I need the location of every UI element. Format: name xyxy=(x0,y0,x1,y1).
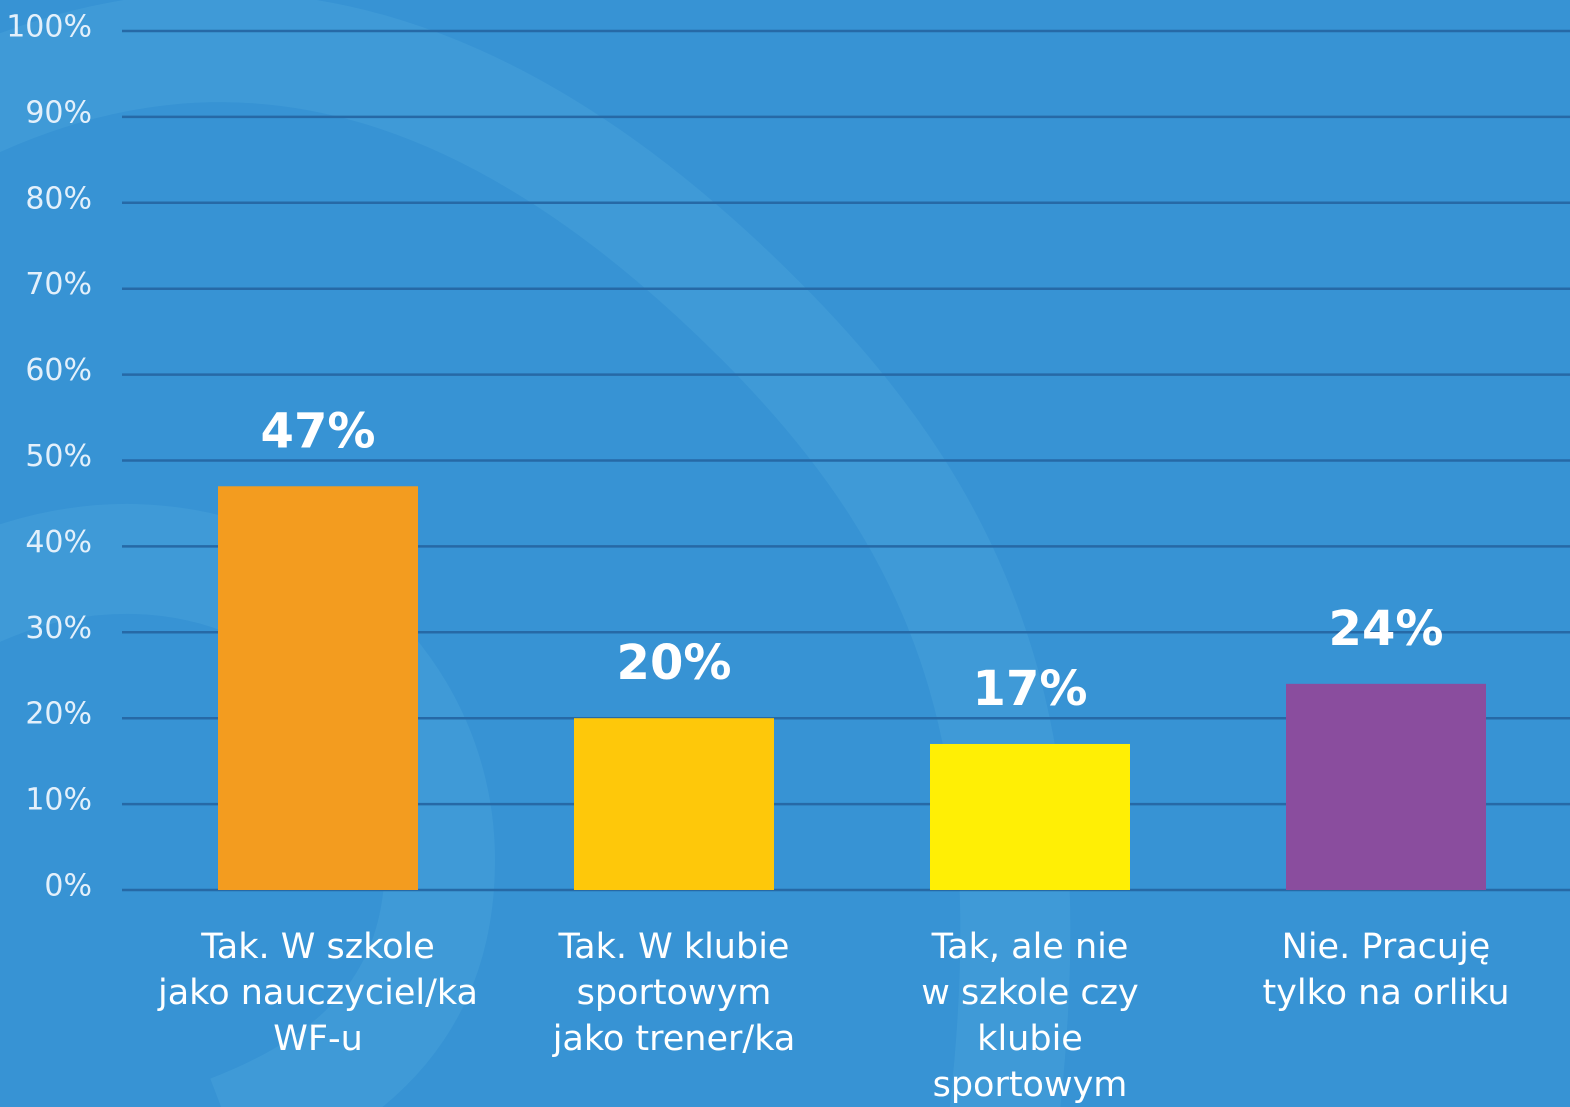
bar xyxy=(930,743,1130,890)
decor-arc xyxy=(0,504,496,1107)
y-tick-label: 50% xyxy=(25,439,92,474)
y-tick-label: 70% xyxy=(25,267,92,302)
y-tick-label: 40% xyxy=(25,525,92,560)
value-label: 24% xyxy=(1329,601,1444,657)
y-tick-label: 90% xyxy=(25,95,92,130)
y-tick-label: 10% xyxy=(25,783,92,818)
bar xyxy=(1286,683,1486,890)
bar xyxy=(574,718,774,890)
x-tick-label: Tak, ale nie w szkole czy klubie sportow… xyxy=(921,927,1139,1105)
y-tick-label: 80% xyxy=(25,181,92,216)
y-tick-label: 20% xyxy=(25,697,92,732)
y-tick-label: 0% xyxy=(44,869,92,904)
x-tick-label: Nie. Pracuję tylko na orliku xyxy=(1262,927,1510,1013)
y-tick-label: 100% xyxy=(6,10,92,45)
y-tick-label: 30% xyxy=(25,611,92,646)
bar xyxy=(218,486,418,890)
value-label: 47% xyxy=(261,403,376,459)
value-label: 17% xyxy=(973,661,1088,717)
value-label: 20% xyxy=(617,635,732,691)
x-tick-label: Tak. W klubie sportowym jako trener/ka xyxy=(552,927,796,1059)
y-tick-label: 60% xyxy=(25,353,92,388)
x-tick-label: Tak. W szkole jako nauczyciel/ka WF-u xyxy=(158,927,478,1059)
